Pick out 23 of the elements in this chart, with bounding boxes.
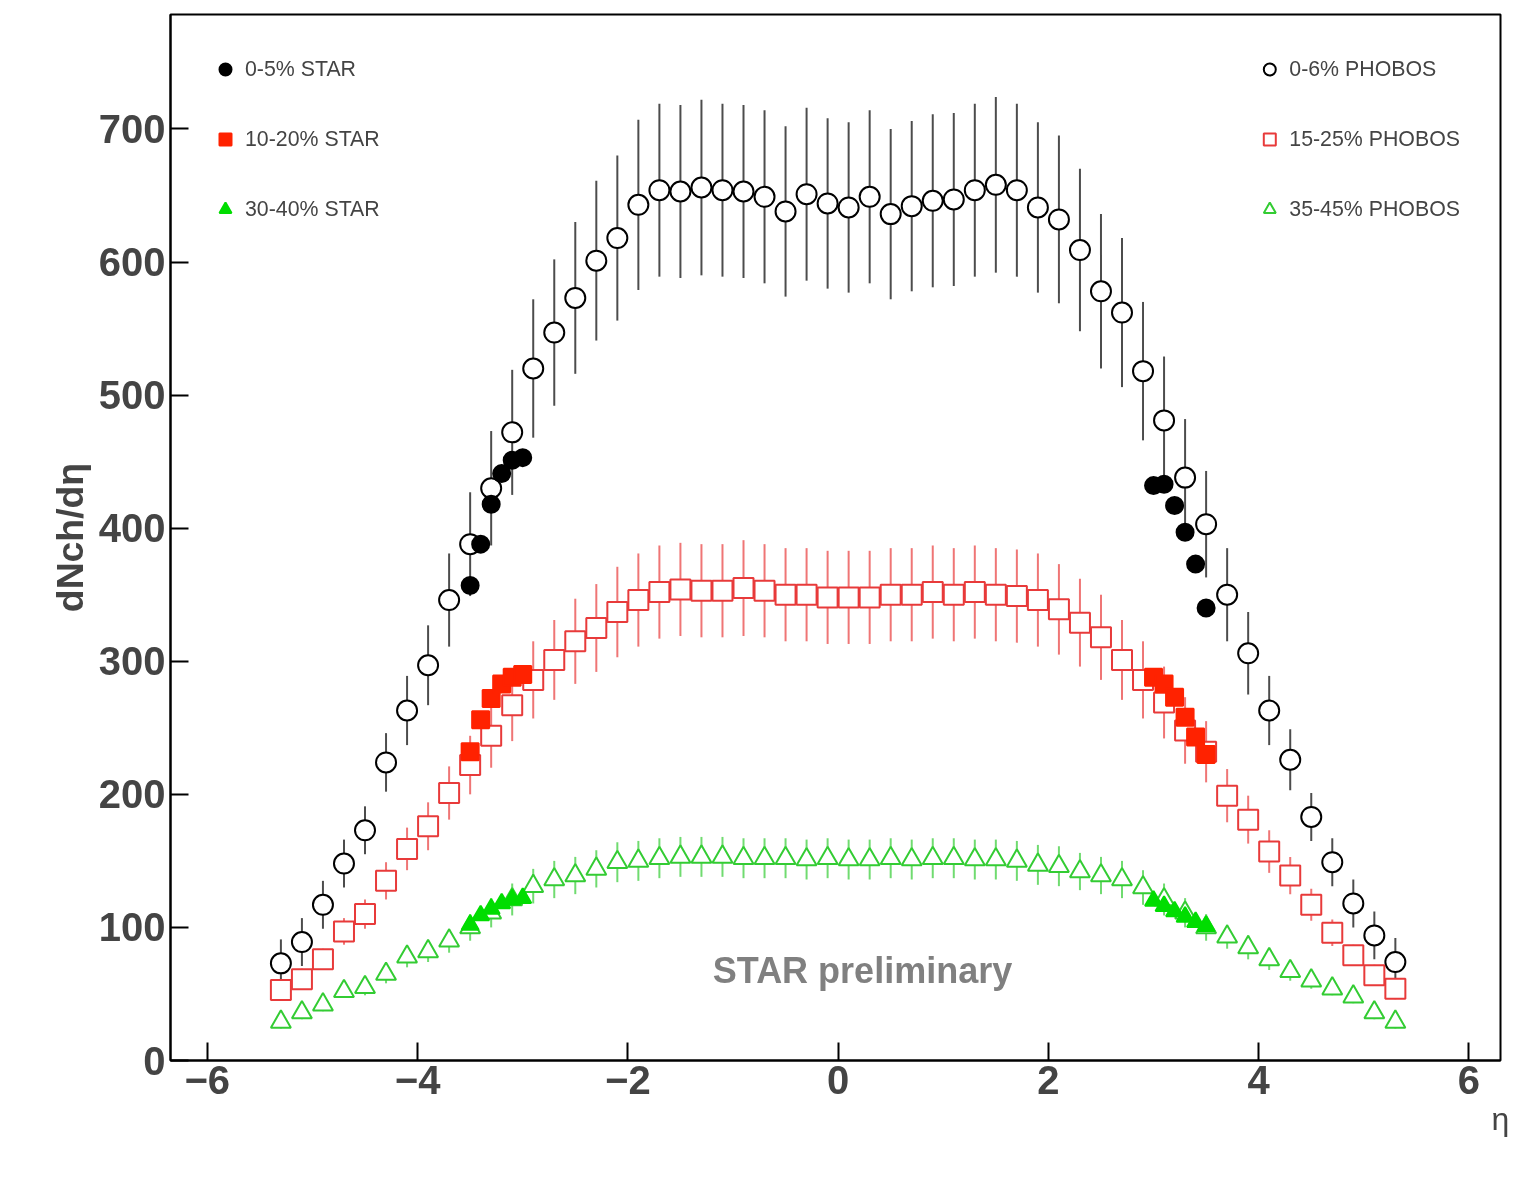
x-tick-label: 2 xyxy=(1037,1057,1060,1102)
y-tick-label: 300 xyxy=(98,639,166,684)
annotation: STAR preliminary xyxy=(712,949,1013,991)
y-tick-label: 600 xyxy=(98,240,166,285)
legend-label: 0-5% STAR xyxy=(245,56,357,82)
x-tick-label: 6 xyxy=(1457,1057,1481,1102)
y-tick-label: 500 xyxy=(98,373,166,418)
legend-label: 35-45% PHOBOS xyxy=(1289,196,1460,222)
y-axis-title: dNch/dη xyxy=(48,462,91,613)
x-axis-title: η xyxy=(1491,1100,1510,1137)
x-tick-label: 0 xyxy=(827,1057,850,1102)
y-tick-label: 100 xyxy=(98,905,166,950)
x-tick-label: 4 xyxy=(1247,1057,1271,1102)
legend-label: 30-40% STAR xyxy=(245,196,380,222)
y-tick-label: 400 xyxy=(98,506,166,551)
y-tick-label: 200 xyxy=(98,772,166,817)
legend-label: 15-25% PHOBOS xyxy=(1289,126,1460,152)
y-tick-label: 700 xyxy=(98,106,166,151)
x-tick-label: −4 xyxy=(394,1057,442,1102)
x-tick-label: −6 xyxy=(184,1057,231,1102)
x-tick-label: −2 xyxy=(605,1057,651,1102)
legend-label: 10-20% STAR xyxy=(245,126,380,152)
legend-label: 0-6% PHOBOS xyxy=(1289,56,1437,82)
